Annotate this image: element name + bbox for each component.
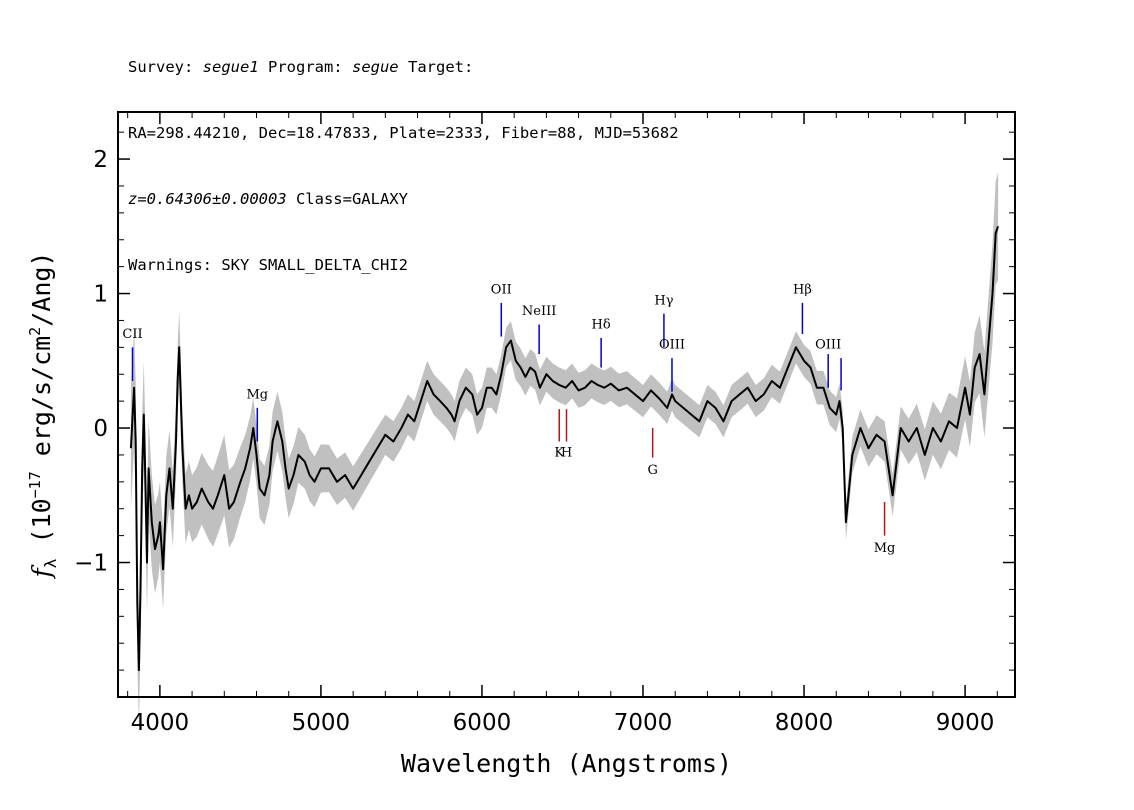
line-marker-label-oiii: OIII — [659, 338, 685, 353]
flux-error-band — [130, 172, 999, 727]
header-line-survey: Survey: segue1 Program: segue Target: — [128, 56, 1028, 78]
spectrum-header: Survey: segue1 Program: segue Target: RA… — [128, 12, 1028, 298]
line-marker-label-mg: Mg — [874, 541, 896, 556]
y-tick-label: 0 — [93, 416, 108, 442]
x-tick-label: 9000 — [936, 710, 995, 736]
survey-label: Survey: — [128, 58, 203, 76]
line-marker-label-cii: CII — [122, 327, 142, 342]
error-band-layer — [130, 172, 999, 727]
x-tick-label: 8000 — [775, 710, 834, 736]
line-marker-label-oii: OII — [491, 283, 512, 298]
line-marker-label-h: Hβ — [793, 283, 812, 298]
line-marker-label-neiii: NeIII — [522, 304, 556, 319]
header-line-coordinates: RA=298.44210, Dec=18.47833, Plate=2333, … — [128, 124, 679, 142]
flux-layer — [129, 225, 1000, 672]
x-tick-label: 6000 — [453, 710, 512, 736]
program-value: segue — [351, 58, 399, 76]
line-marker-label-h: H — [561, 445, 572, 460]
target-label: Target: — [398, 58, 474, 76]
x-tick-label: 7000 — [614, 710, 673, 736]
x-tick-label: 5000 — [292, 710, 351, 736]
line-marker-label-h: Hδ — [592, 318, 611, 333]
header-line-redshift: z=0.64306±0.00003 Class=GALAXY — [128, 188, 1028, 210]
y-tick-label: 1 — [93, 282, 108, 308]
x-axis-title: Wavelength (Angstroms) — [401, 749, 732, 778]
line-markers-layer: CII Mg OII NeIII Hδ Hγ OIII Hβ OIII KH G Mg — [122, 283, 895, 556]
header-line-warnings: Warnings: SKY SMALL_DELTA_CHI2 — [128, 256, 408, 274]
line-marker-label-oiii: OIII — [815, 338, 841, 353]
survey-value: segue1 — [202, 58, 259, 76]
line-marker-label-g: G — [647, 463, 657, 478]
x-tick-label: 4000 — [131, 710, 190, 736]
program-label: Program: — [258, 58, 352, 76]
line-marker-label-k: K — [554, 445, 564, 460]
line-marker-label-h: Hγ — [654, 293, 673, 308]
y-tick-label: 2 — [93, 147, 108, 173]
line-marker-label-mg: Mg — [246, 387, 268, 402]
class-value: Class=GALAXY — [286, 190, 408, 208]
flux-series-line — [129, 225, 1000, 672]
redshift-value: z=0.64306±0.00003 — [128, 190, 287, 208]
y-axis-title: fλ (10−17 erg/s/cm2/Ang) — [26, 252, 60, 580]
axis-ticks-layer: 4000 5000 6000 7000 8000 9000 −1 0 1 2 — [74, 112, 1015, 736]
plot-frame — [117, 111, 1016, 698]
y-tick-label: −1 — [74, 551, 108, 577]
